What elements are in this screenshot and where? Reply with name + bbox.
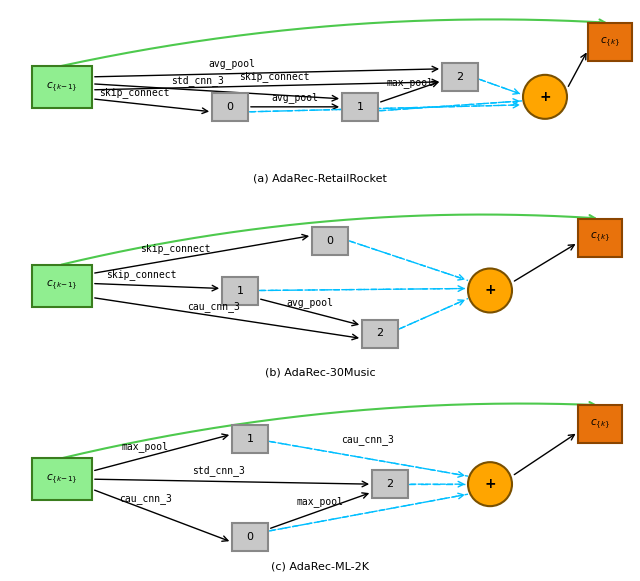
FancyBboxPatch shape <box>442 63 478 91</box>
Text: $c_{\{k\!-\!1\}}$: $c_{\{k\!-\!1\}}$ <box>46 472 77 486</box>
Text: avg_pool: avg_pool <box>209 58 255 69</box>
Text: std_cnn_3: std_cnn_3 <box>171 75 223 86</box>
Text: 0: 0 <box>246 532 253 542</box>
FancyBboxPatch shape <box>588 23 632 61</box>
FancyBboxPatch shape <box>222 277 258 304</box>
FancyBboxPatch shape <box>232 523 268 551</box>
Text: $c_{\{k\}}$: $c_{\{k\}}$ <box>590 417 610 431</box>
Text: cau_cnn_3: cau_cnn_3 <box>119 493 172 504</box>
Text: 0: 0 <box>326 235 333 246</box>
Text: 1: 1 <box>356 102 364 112</box>
FancyBboxPatch shape <box>362 320 398 347</box>
Text: +: + <box>484 477 496 491</box>
Text: max_pool: max_pool <box>296 496 344 507</box>
Text: max_pool: max_pool <box>387 77 433 88</box>
Circle shape <box>523 75 567 119</box>
Text: skip_connect: skip_connect <box>106 270 177 281</box>
FancyBboxPatch shape <box>578 218 622 256</box>
FancyBboxPatch shape <box>372 470 408 498</box>
FancyBboxPatch shape <box>212 93 248 121</box>
FancyBboxPatch shape <box>32 458 92 500</box>
Text: max_pool: max_pool <box>122 441 169 452</box>
Text: $c_{\{k\!-\!1\}}$: $c_{\{k\!-\!1\}}$ <box>46 80 77 94</box>
Text: 2: 2 <box>376 328 383 339</box>
Text: avg_pool: avg_pool <box>287 297 333 308</box>
Text: skip_connect: skip_connect <box>140 243 211 254</box>
Text: (b) AdaRec-30Music: (b) AdaRec-30Music <box>265 368 375 378</box>
Text: std_cnn_3: std_cnn_3 <box>191 465 244 476</box>
Text: (a) AdaRec-RetailRocket: (a) AdaRec-RetailRocket <box>253 174 387 184</box>
Text: avg_pool: avg_pool <box>271 92 319 103</box>
FancyBboxPatch shape <box>342 93 378 121</box>
Text: $c_{\{k\!-\!1\}}$: $c_{\{k\!-\!1\}}$ <box>46 278 77 292</box>
Circle shape <box>468 462 512 506</box>
Text: 2: 2 <box>387 479 394 489</box>
Text: $c_{\{k\}}$: $c_{\{k\}}$ <box>600 35 620 49</box>
FancyBboxPatch shape <box>578 405 622 443</box>
Text: cau_cnn_3: cau_cnn_3 <box>342 434 394 444</box>
Text: skip_connect: skip_connect <box>99 88 169 98</box>
Text: 2: 2 <box>456 72 463 82</box>
Text: 1: 1 <box>237 285 243 296</box>
FancyBboxPatch shape <box>32 264 92 307</box>
FancyBboxPatch shape <box>32 66 92 108</box>
Text: skip_connect: skip_connect <box>239 71 309 82</box>
Text: +: + <box>484 284 496 297</box>
Text: $c_{\{k\}}$: $c_{\{k\}}$ <box>590 231 610 245</box>
Text: cau_cnn_3: cau_cnn_3 <box>187 301 240 312</box>
Text: 0: 0 <box>227 102 234 112</box>
Text: 1: 1 <box>246 434 253 444</box>
FancyBboxPatch shape <box>312 227 348 254</box>
Circle shape <box>468 268 512 313</box>
FancyBboxPatch shape <box>232 425 268 453</box>
Text: +: + <box>539 90 551 104</box>
Text: (c) AdaRec-ML-2K: (c) AdaRec-ML-2K <box>271 561 369 571</box>
